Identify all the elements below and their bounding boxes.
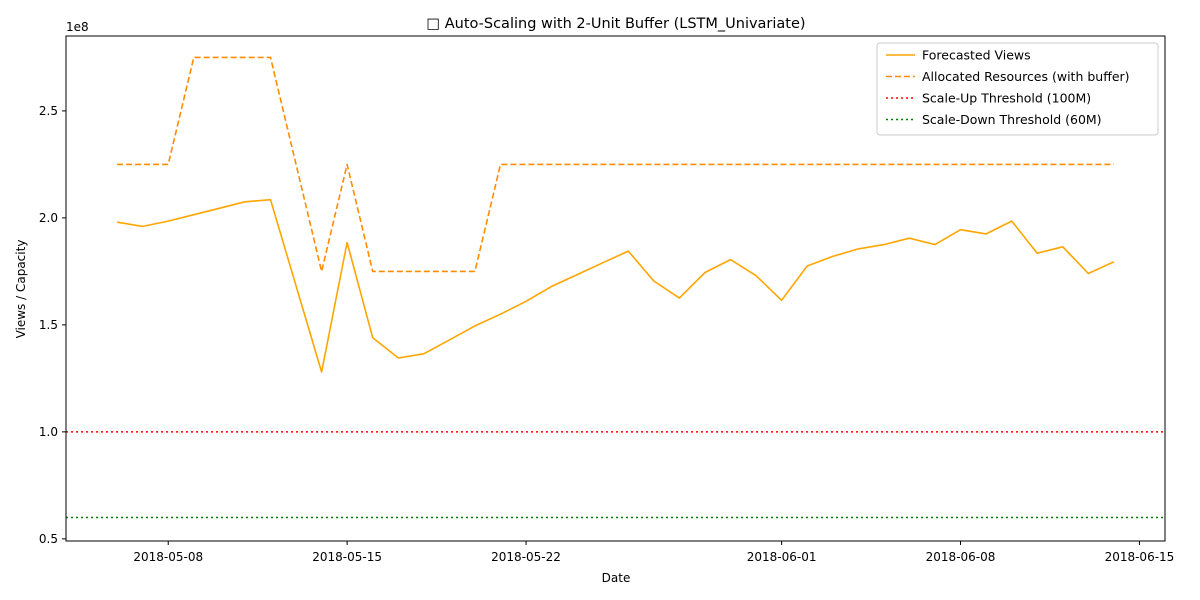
x-tick-label: 2018-05-08 — [133, 550, 203, 564]
x-axis-label: Date — [602, 571, 631, 585]
plot-frame — [65, 35, 1166, 542]
y-tick-label: 0.5 — [39, 532, 58, 546]
legend-label: Scale-Up Threshold (100M) — [922, 91, 1091, 106]
legend-box — [876, 42, 1159, 136]
y-axis: 0.5 1.0 1.5 2.0 2.5 — [39, 104, 66, 546]
forecasted-views-line — [116, 198, 1115, 373]
x-tick-label: 2018-05-15 — [312, 550, 382, 564]
x-tick-label: 2018-06-15 — [1105, 550, 1175, 564]
threshold-lines — [66, 431, 1165, 519]
y-offset-text: 1e8 — [66, 20, 89, 34]
y-tick-label: 1.5 — [39, 318, 58, 332]
x-tick-label: 2018-06-01 — [747, 550, 817, 564]
x-tick-label: 2018-06-08 — [926, 550, 996, 564]
legend-label: Forecasted Views — [922, 48, 1031, 63]
allocated-resources-line — [117, 56, 1114, 273]
legend: Forecasted Views Allocated Resources (wit… — [876, 42, 1159, 136]
chart-title: □ Auto-Scaling with 2-Unit Buffer (LSTM_… — [426, 16, 805, 32]
x-tick-label: 2018-05-22 — [491, 550, 561, 564]
y-tick-label: 2.0 — [39, 211, 58, 225]
y-tick-label: 1.0 — [39, 425, 58, 439]
legend-label: Scale-Down Threshold (60M) — [922, 112, 1102, 127]
series-lines — [116, 56, 1115, 373]
y-axis-label: Views / Capacity — [14, 240, 28, 339]
x-axis: 2018-05-08 2018-05-15 2018-05-22 2018-06-01… — [133, 541, 1174, 564]
legend-label: Allocated Resources (with buffer) — [922, 69, 1130, 84]
y-tick-label: 2.5 — [39, 104, 58, 118]
